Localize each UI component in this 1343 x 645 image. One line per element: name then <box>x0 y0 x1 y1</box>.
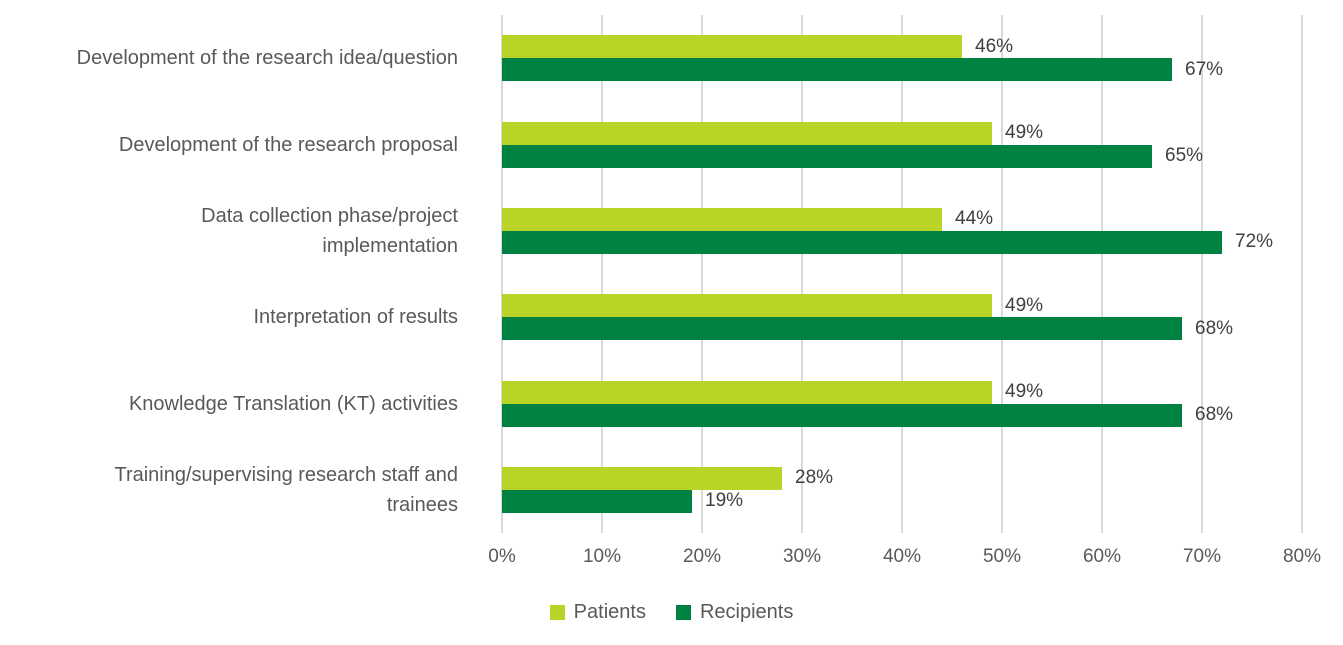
x-tick-label: 20% <box>682 546 722 567</box>
bar-patients <box>502 207 942 231</box>
gridline <box>901 15 903 533</box>
x-tick-label: 0% <box>488 546 516 567</box>
legend-item-recipients: Recipients <box>675 601 794 624</box>
value-label-patients: 44% <box>955 208 994 230</box>
value-label-recipients: 67% <box>1185 58 1224 80</box>
value-label-patients: 28% <box>795 467 834 489</box>
bar-recipients <box>502 403 1182 427</box>
x-tick-label: 80% <box>1282 546 1322 567</box>
category-label: Knowledge Translation (KT) activities <box>128 392 458 415</box>
bar-patients <box>502 466 782 490</box>
category-label: Data collection phase/project implementa… <box>201 204 458 257</box>
gridline <box>1001 15 1003 533</box>
gridline <box>701 15 703 533</box>
x-tick-label: 50% <box>982 546 1022 567</box>
category-label: Training/supervising research staff and … <box>114 463 458 516</box>
legend-swatch-patients <box>549 605 565 620</box>
gridline <box>501 15 503 533</box>
x-tick-label: 40% <box>882 546 922 567</box>
gridline <box>1201 15 1203 533</box>
legend-label-patients: Patients <box>573 601 646 623</box>
bar-recipients <box>502 489 692 513</box>
value-label-patients: 49% <box>1005 381 1044 402</box>
x-tick-label: 60% <box>1082 546 1122 567</box>
bar-recipients <box>502 58 1172 82</box>
value-label-recipients: 72% <box>1235 231 1274 253</box>
bar-recipients <box>502 317 1182 341</box>
bar-recipients <box>502 230 1222 254</box>
category-label: Interpretation of results <box>253 306 458 329</box>
legend-swatch-recipients <box>675 605 691 620</box>
bar-patients <box>502 35 962 59</box>
legend-label-recipients: Recipients <box>699 601 794 623</box>
plot-area: 46% 67% 49% 65% 44% 72% 49% 68% 49% 68% 28% 19% <box>501 15 1303 533</box>
value-label-patients: 46% <box>975 35 1014 57</box>
x-tick-label: 30% <box>782 546 822 567</box>
legend: Patients Recipients <box>0 601 1343 624</box>
x-tick-label: 70% <box>1182 546 1222 567</box>
gridline <box>601 15 603 533</box>
bar-patients <box>502 294 992 318</box>
value-label-recipients: 68% <box>1195 404 1234 425</box>
value-label-recipients: 19% <box>705 490 744 512</box>
x-axis: 0% 10% 20% 30% 40% 50% 60% 70% 80% <box>488 546 1321 576</box>
category-axis: Development of the research idea/questio… <box>0 15 480 533</box>
category-label: Development of the research idea/questio… <box>76 47 458 70</box>
gridline <box>1101 15 1103 533</box>
x-tick-label: 10% <box>582 546 622 567</box>
legend-item-patients: Patients <box>549 601 646 624</box>
gridline <box>1301 15 1303 533</box>
value-label-patients: 49% <box>1005 122 1044 143</box>
bar-patients <box>502 121 992 145</box>
bar-patients <box>502 380 992 404</box>
bar-recipients <box>502 144 1152 168</box>
value-label-patients: 49% <box>1005 294 1044 316</box>
category-label: Development of the research proposal <box>118 133 458 156</box>
value-label-recipients: 68% <box>1195 317 1234 339</box>
gridline <box>801 15 803 533</box>
value-label-recipients: 65% <box>1165 145 1204 166</box>
